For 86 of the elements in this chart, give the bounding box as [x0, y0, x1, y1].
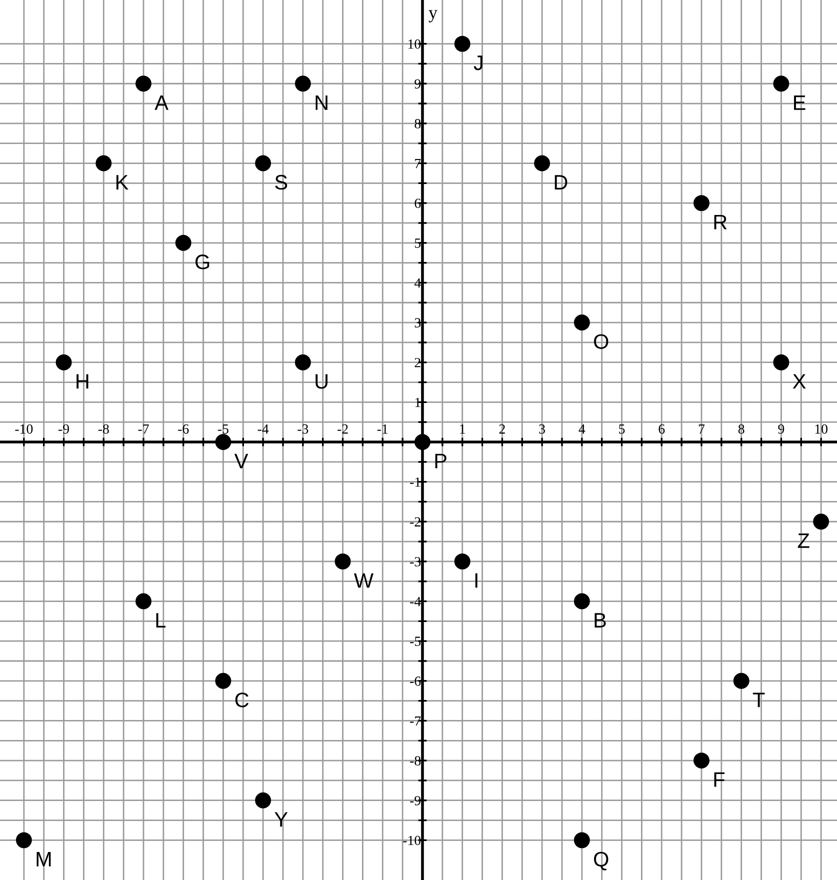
point: [773, 76, 790, 92]
x-tick-label: 10: [815, 424, 828, 434]
annotation: G: [196, 254, 210, 270]
point: [56, 354, 72, 370]
x-tick-label: -3: [298, 424, 308, 434]
point: [215, 434, 232, 450]
annotation: B: [594, 613, 606, 628]
annotation: K: [116, 175, 128, 190]
y-axis-title: y: [428, 10, 438, 22]
x-tick-label: 6: [658, 424, 665, 434]
annotation: U: [316, 374, 328, 389]
y-tick-label: 10: [408, 39, 421, 49]
point: [694, 752, 710, 769]
annotation: D: [554, 175, 568, 190]
annotation: E: [794, 95, 806, 110]
x-tick-label: 4: [578, 424, 586, 434]
point: [574, 314, 590, 331]
point: [215, 672, 232, 689]
annotation: M: [36, 852, 51, 866]
annotation: Q: [594, 852, 608, 870]
y-tick-label: -10: [403, 836, 421, 846]
annotation: C: [235, 692, 249, 708]
x-tick-label: -6: [178, 424, 189, 434]
point: [414, 434, 430, 450]
annotation: N: [316, 95, 328, 110]
point: [694, 195, 710, 212]
annotation: Z: [798, 534, 810, 548]
point: [255, 155, 272, 172]
annotation: H: [76, 374, 88, 389]
annotation: X: [792, 374, 806, 389]
x-tick-label: 1: [460, 424, 465, 434]
y-tick-label: -6: [410, 676, 421, 686]
y-tick-label: -1: [410, 477, 420, 487]
x-tick-label: -5: [218, 424, 228, 434]
x-tick-label: -2: [338, 424, 348, 434]
x-tick-label: -10: [15, 424, 33, 434]
y-tick-label: -7: [410, 716, 421, 726]
annotation: A: [154, 95, 168, 110]
point: [96, 155, 112, 172]
x-tick-label: -9: [58, 424, 69, 434]
point: [454, 553, 470, 570]
point: [574, 593, 590, 610]
point: [733, 672, 750, 689]
y-tick-label: -8: [410, 756, 421, 766]
annotation: S: [275, 174, 288, 190]
x-tick-label: -7: [138, 424, 149, 434]
y-tick-label: 3: [414, 318, 421, 328]
point: [334, 553, 351, 570]
point: [813, 514, 830, 530]
point: [294, 354, 311, 370]
x-tick-label: 9: [778, 424, 784, 434]
x-tick-label: 3: [539, 424, 545, 434]
x-tick-label: -1: [377, 424, 388, 434]
y-tick-label: -5: [410, 636, 421, 646]
annotation: J: [474, 56, 482, 70]
annotation: Y: [274, 812, 288, 827]
point: [16, 832, 32, 848]
annotation: P: [435, 454, 446, 468]
point: [136, 76, 152, 92]
annotation: I: [475, 573, 478, 588]
annotation: O: [594, 334, 608, 349]
y-tick-label: 2: [414, 358, 420, 368]
x-tick-label: 5: [619, 424, 625, 434]
y-tick-label: 7: [415, 158, 421, 168]
annotation: R: [714, 214, 727, 230]
point: [773, 354, 790, 370]
point: [175, 234, 192, 251]
annotation: L: [156, 613, 166, 628]
point: [574, 832, 590, 848]
y-tick-label: -3: [410, 557, 421, 566]
annotation: F: [714, 772, 724, 787]
y-tick-label: 1: [415, 398, 420, 407]
x-tick-label: -8: [98, 424, 109, 434]
annotation: V: [234, 454, 248, 468]
x-tick-label: 7: [698, 424, 705, 434]
x-tick-label: -4: [258, 424, 269, 434]
point: [255, 792, 272, 808]
point: [136, 593, 152, 610]
y-tick-label: 8: [414, 119, 421, 128]
annotation: W: [354, 573, 374, 588]
point: [294, 76, 311, 92]
annotation: T: [752, 692, 765, 708]
x-tick-label: 2: [499, 424, 505, 434]
point: [534, 155, 550, 172]
point: [454, 36, 470, 52]
x-tick-label: 8: [738, 424, 744, 434]
